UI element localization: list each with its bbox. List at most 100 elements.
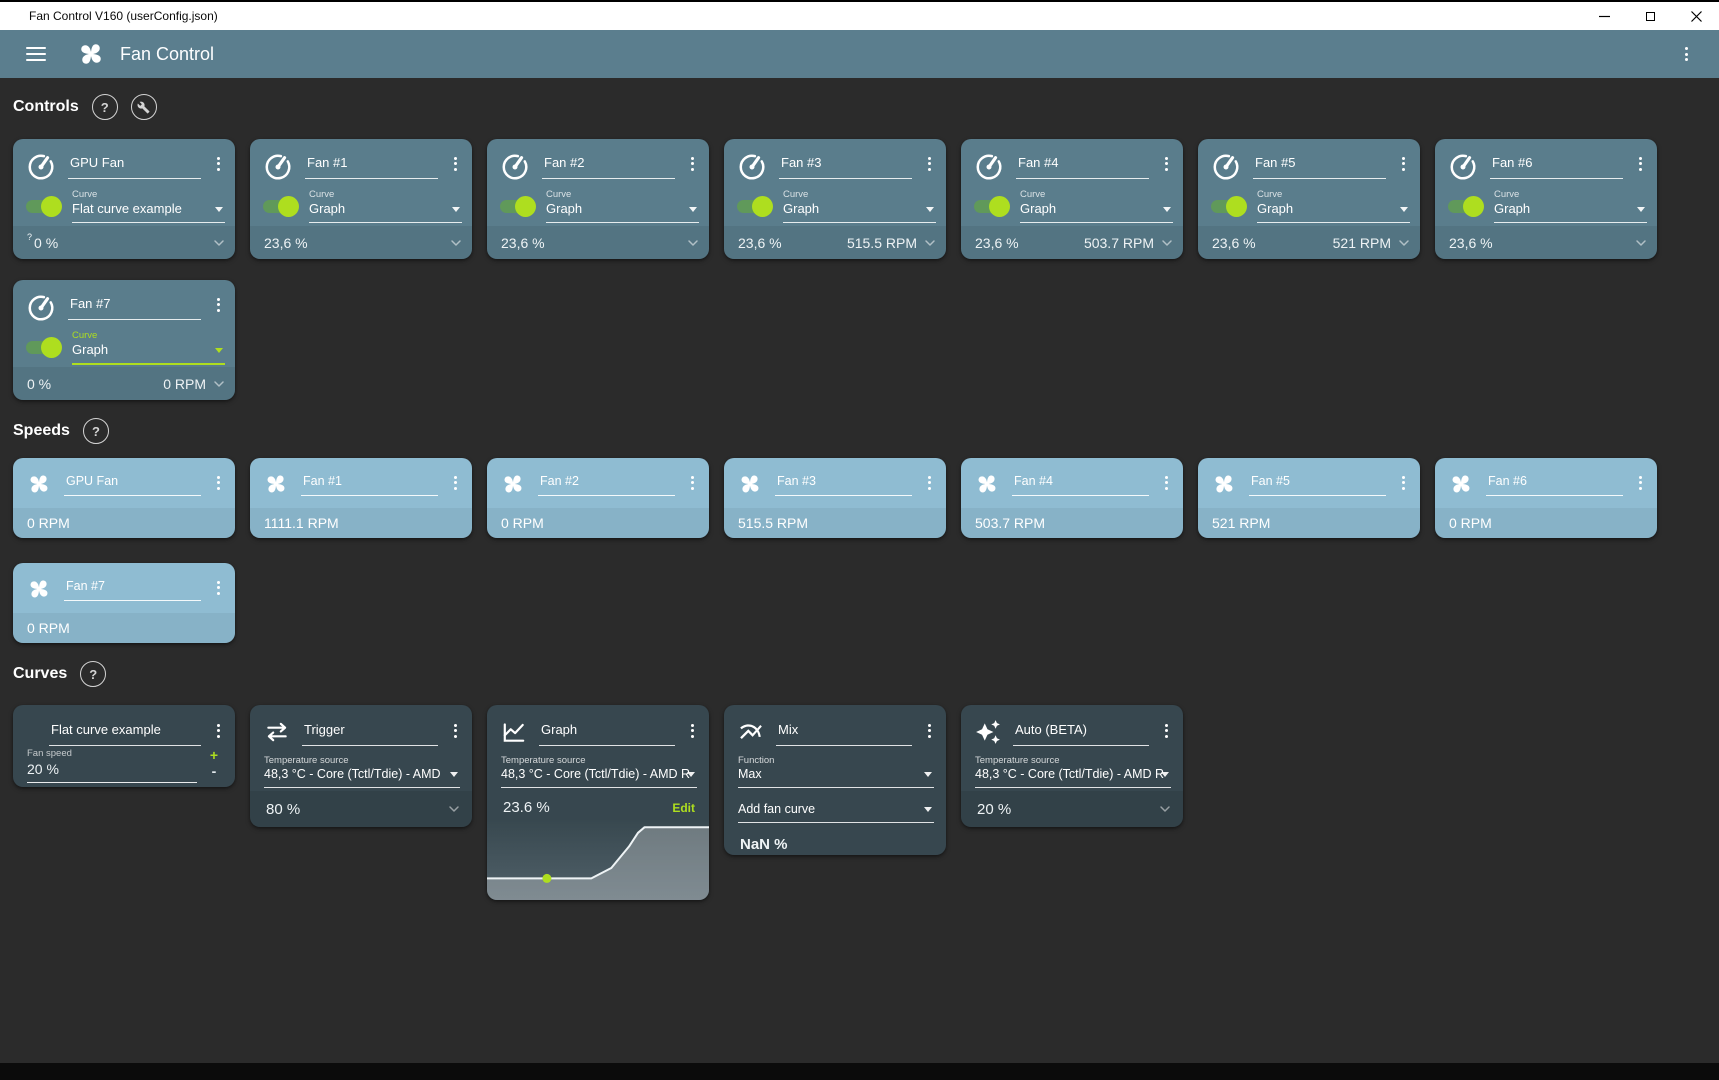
chevron-down-icon[interactable] [685, 235, 701, 251]
increment-button[interactable]: + [209, 747, 219, 763]
chevron-down-icon[interactable] [446, 801, 462, 817]
curve-name-input[interactable]: Graph [539, 719, 675, 746]
fan-rpm: 521 RPM [1332, 234, 1391, 251]
fan-name-input[interactable]: Fan #3 [779, 152, 912, 179]
decrement-button[interactable]: - [211, 763, 217, 779]
curve-name-input[interactable]: Mix [776, 719, 912, 746]
fan-rpm: 0 RPM [1449, 515, 1492, 531]
chevron-down-icon[interactable] [1159, 235, 1175, 251]
dropdown-caret-icon [924, 772, 932, 777]
kebab-menu-icon[interactable] [209, 719, 227, 742]
fan-name-input[interactable]: Fan #7 [68, 293, 201, 320]
close-icon[interactable] [1673, 2, 1719, 30]
curve-select[interactable]: Curve Graph [1020, 189, 1173, 223]
curve-select[interactable]: Curve Graph [1494, 189, 1647, 223]
fan-enable-toggle[interactable] [500, 195, 536, 217]
kebab-menu-icon[interactable] [446, 719, 464, 742]
fan-enable-toggle[interactable] [26, 337, 62, 358]
maximize-icon[interactable] [1627, 2, 1673, 30]
temperature-source-select[interactable]: Temperature source 48,3 °C - Core (Tctl/… [975, 755, 1171, 788]
kebab-menu-icon[interactable] [1631, 152, 1649, 175]
kebab-menu-icon[interactable] [1157, 471, 1175, 494]
fan-name-input[interactable]: Fan #2 [542, 152, 675, 179]
chevron-down-icon[interactable] [448, 235, 464, 251]
chevron-down-icon[interactable] [211, 376, 227, 392]
kebab-menu-icon[interactable] [683, 152, 701, 175]
fan-enable-toggle[interactable] [1211, 195, 1247, 217]
fan-name-input[interactable]: Fan #5 [1253, 152, 1386, 179]
add-fan-curve-select[interactable]: Add fan curve [738, 802, 934, 823]
curve-select[interactable]: Curve Flat curve example [72, 189, 225, 223]
kebab-menu-icon[interactable] [446, 152, 464, 175]
fan-name-input[interactable]: Fan #4 [1012, 471, 1149, 496]
curve-select-value: Flat curve example [72, 201, 182, 216]
fan-name-input[interactable]: Fan #1 [301, 471, 438, 496]
window-controls [1581, 2, 1719, 30]
kebab-menu-icon[interactable] [1157, 719, 1175, 742]
edit-curve-button[interactable]: Edit [672, 800, 695, 815]
kebab-menu-icon[interactable] [209, 293, 227, 316]
kebab-menu-icon[interactable] [1394, 152, 1412, 175]
kebab-menu-icon[interactable] [209, 471, 227, 494]
kebab-menu-icon[interactable] [446, 471, 464, 494]
fan-name-input[interactable]: Fan #3 [775, 471, 912, 496]
chevron-down-icon[interactable] [1157, 801, 1173, 817]
kebab-menu-icon[interactable] [920, 471, 938, 494]
wrench-icon[interactable] [130, 94, 157, 120]
temperature-source-select[interactable]: Temperature source 48,3 °C - Core (Tctl/… [501, 755, 697, 788]
fan-name-input[interactable]: Fan #7 [64, 576, 201, 601]
curve-name-input[interactable]: Auto (BETA) [1013, 719, 1149, 746]
curve-select[interactable]: Curve Graph [783, 189, 936, 223]
menu-icon[interactable] [26, 43, 46, 65]
kebab-menu-icon[interactable] [683, 719, 701, 742]
kebab-menu-icon[interactable] [920, 152, 938, 175]
gauge-icon [263, 152, 293, 182]
function-select[interactable]: Function Max [738, 755, 934, 788]
temperature-source-value: 48,3 °C - Core (Tctl/Tdie) - AMD [264, 767, 441, 781]
curve-select[interactable]: Curve Graph [1257, 189, 1410, 223]
kebab-menu-icon[interactable] [209, 152, 227, 175]
card-footer: 23,6 % [487, 226, 709, 259]
chevron-down-icon[interactable] [1396, 235, 1412, 251]
fan-name-input[interactable]: Fan #5 [1249, 471, 1386, 496]
fan-enable-toggle[interactable] [263, 195, 299, 217]
temperature-source-select[interactable]: Temperature source 48,3 °C - Core (Tctl/… [264, 755, 460, 788]
kebab-menu-icon[interactable] [209, 576, 227, 599]
help-icon[interactable]: ? [91, 94, 118, 120]
fan-name-input[interactable]: Fan #1 [305, 152, 438, 179]
fan-name-input[interactable]: GPU Fan [64, 471, 201, 496]
kebab-menu-icon[interactable] [1631, 471, 1649, 494]
chevron-down-icon[interactable] [922, 235, 938, 251]
fan-percent: 0 % [27, 375, 52, 392]
chevron-down-icon[interactable] [1633, 235, 1649, 251]
dropdown-caret-icon [452, 207, 460, 212]
fan-name-input[interactable]: Fan #4 [1016, 152, 1149, 179]
fan-enable-toggle[interactable] [974, 195, 1010, 217]
chevron-down-icon[interactable] [211, 235, 227, 251]
fan-enable-toggle[interactable] [737, 195, 773, 217]
curve-select[interactable]: Curve Graph [72, 330, 225, 365]
kebab-menu-icon[interactable] [1157, 152, 1175, 175]
help-icon[interactable]: ? [80, 661, 107, 687]
fan-curve-chart[interactable] [487, 820, 709, 900]
fan-enable-toggle[interactable] [1448, 195, 1484, 217]
curve-select[interactable]: Curve Graph [546, 189, 699, 223]
fan-rpm: 0 RPM [501, 515, 544, 531]
temperature-source-label: Temperature source [264, 755, 349, 766]
kebab-menu-icon[interactable] [1677, 43, 1695, 66]
fan-name-input[interactable]: Fan #2 [538, 471, 675, 496]
fan-enable-toggle[interactable] [26, 195, 62, 217]
minimize-icon[interactable] [1581, 2, 1627, 30]
fan-name-input[interactable]: GPU Fan [68, 152, 201, 179]
curve-select[interactable]: Curve Graph [309, 189, 462, 223]
help-icon[interactable]: ? [82, 418, 109, 444]
curve-name-input[interactable]: Trigger [302, 719, 438, 746]
curves-section-header: Curves ? [13, 659, 1719, 689]
kebab-menu-icon[interactable] [1394, 471, 1412, 494]
kebab-menu-icon[interactable] [920, 719, 938, 742]
kebab-menu-icon[interactable] [683, 471, 701, 494]
fan-speed-field[interactable]: Fan speed 20 % [27, 748, 197, 783]
curve-name-input[interactable]: Flat curve example [49, 719, 201, 746]
fan-name-input[interactable]: Fan #6 [1486, 471, 1623, 496]
fan-name-input[interactable]: Fan #6 [1490, 152, 1623, 179]
